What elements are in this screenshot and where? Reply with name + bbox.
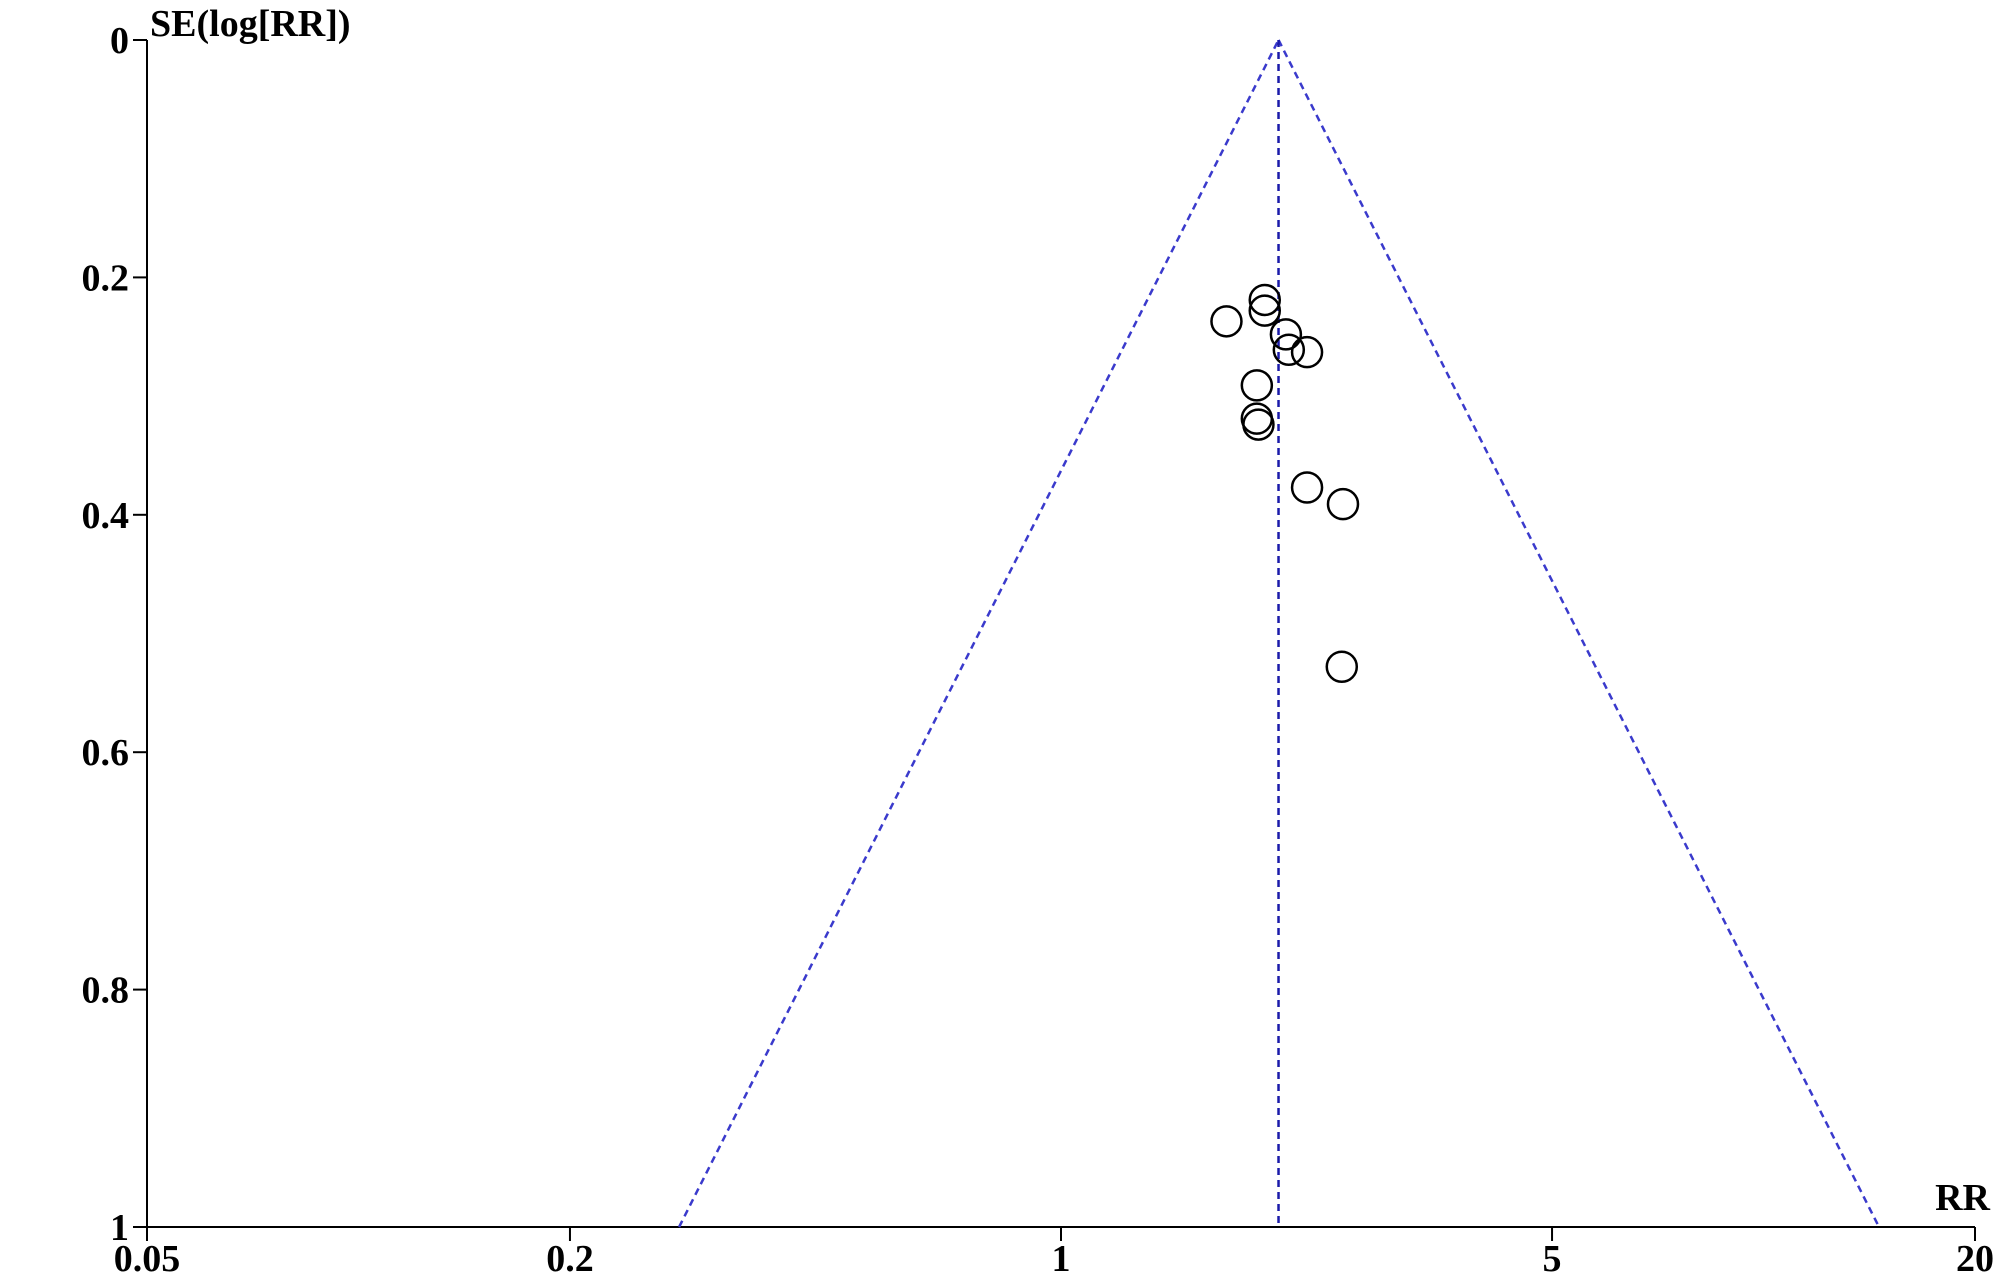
study-point [1272, 333, 1306, 367]
x-tick-label: 20 [1956, 1238, 1994, 1280]
y-axis-label: SE(log[RR]) [150, 3, 351, 45]
study-point [1290, 471, 1324, 504]
study-point [1240, 402, 1274, 435]
x-tick-label: 0.2 [546, 1238, 594, 1280]
y-tick-label: 0.6 [82, 732, 130, 774]
study-point [1269, 318, 1303, 351]
x-tick-label: 1 [1052, 1238, 1071, 1280]
funnel-line [1277, 39, 1881, 1228]
y-tick-label: 0.2 [82, 257, 130, 299]
study-point [1210, 305, 1243, 338]
x-tick-label: 0.05 [114, 1238, 181, 1280]
study-point [1242, 408, 1275, 441]
y-tick-label: 0.8 [82, 970, 130, 1012]
x-axis-label: RR [1935, 1177, 1990, 1219]
study-point [1290, 335, 1324, 369]
study-point [1240, 369, 1274, 402]
x-tick-label: 5 [1543, 1238, 1562, 1280]
study-point [1325, 650, 1359, 683]
y-tick-label: 0 [110, 20, 129, 62]
study-point [1326, 487, 1360, 521]
study-point [1248, 294, 1282, 327]
y-tick-label: 1 [110, 1207, 129, 1249]
study-point [1248, 283, 1282, 317]
y-tick-label: 0.4 [82, 495, 130, 537]
funnel-line [677, 39, 1280, 1228]
